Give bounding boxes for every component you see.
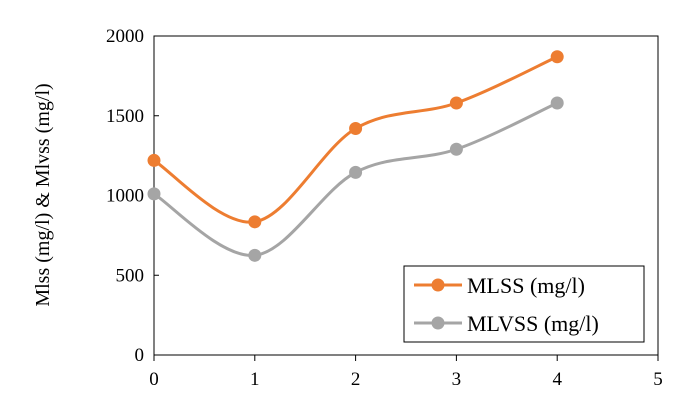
legend-box bbox=[403, 265, 645, 343]
x-tick-label: 4 bbox=[552, 369, 562, 390]
data-point bbox=[550, 96, 564, 110]
data-point bbox=[248, 215, 262, 229]
data-point bbox=[248, 248, 262, 262]
x-tick-label: 0 bbox=[149, 369, 159, 390]
x-tick-label: 3 bbox=[452, 369, 462, 390]
x-tick-label: 1 bbox=[250, 369, 260, 390]
data-point bbox=[550, 50, 564, 64]
data-point bbox=[147, 153, 161, 167]
legend-label: MLSS (mg/l) bbox=[467, 273, 585, 298]
series-mlss bbox=[147, 50, 564, 229]
data-point bbox=[449, 142, 463, 156]
x-tick-label: 5 bbox=[653, 369, 663, 390]
series-mlvss bbox=[147, 96, 564, 262]
legend-marker bbox=[431, 278, 445, 292]
series-line bbox=[153, 55, 558, 224]
data-point bbox=[147, 187, 161, 201]
y-tick-label: 500 bbox=[116, 265, 145, 286]
y-axis-label: Mlss (mg/l) & Mlvss (mg/l) bbox=[32, 83, 54, 306]
data-point bbox=[349, 122, 363, 136]
legend-marker bbox=[431, 316, 445, 330]
y-tick-label: 1500 bbox=[106, 106, 144, 127]
data-point bbox=[349, 165, 363, 179]
y-tick-label: 1000 bbox=[106, 186, 144, 207]
legend-label: MLVSS (mg/l) bbox=[467, 311, 599, 336]
x-tick-label: 2 bbox=[351, 369, 361, 390]
y-tick-label: 2000 bbox=[106, 26, 144, 47]
legend: MLSS (mg/l) MLVSS (mg/l) bbox=[403, 265, 645, 343]
data-point bbox=[449, 96, 463, 110]
y-tick-label: 0 bbox=[135, 345, 145, 366]
